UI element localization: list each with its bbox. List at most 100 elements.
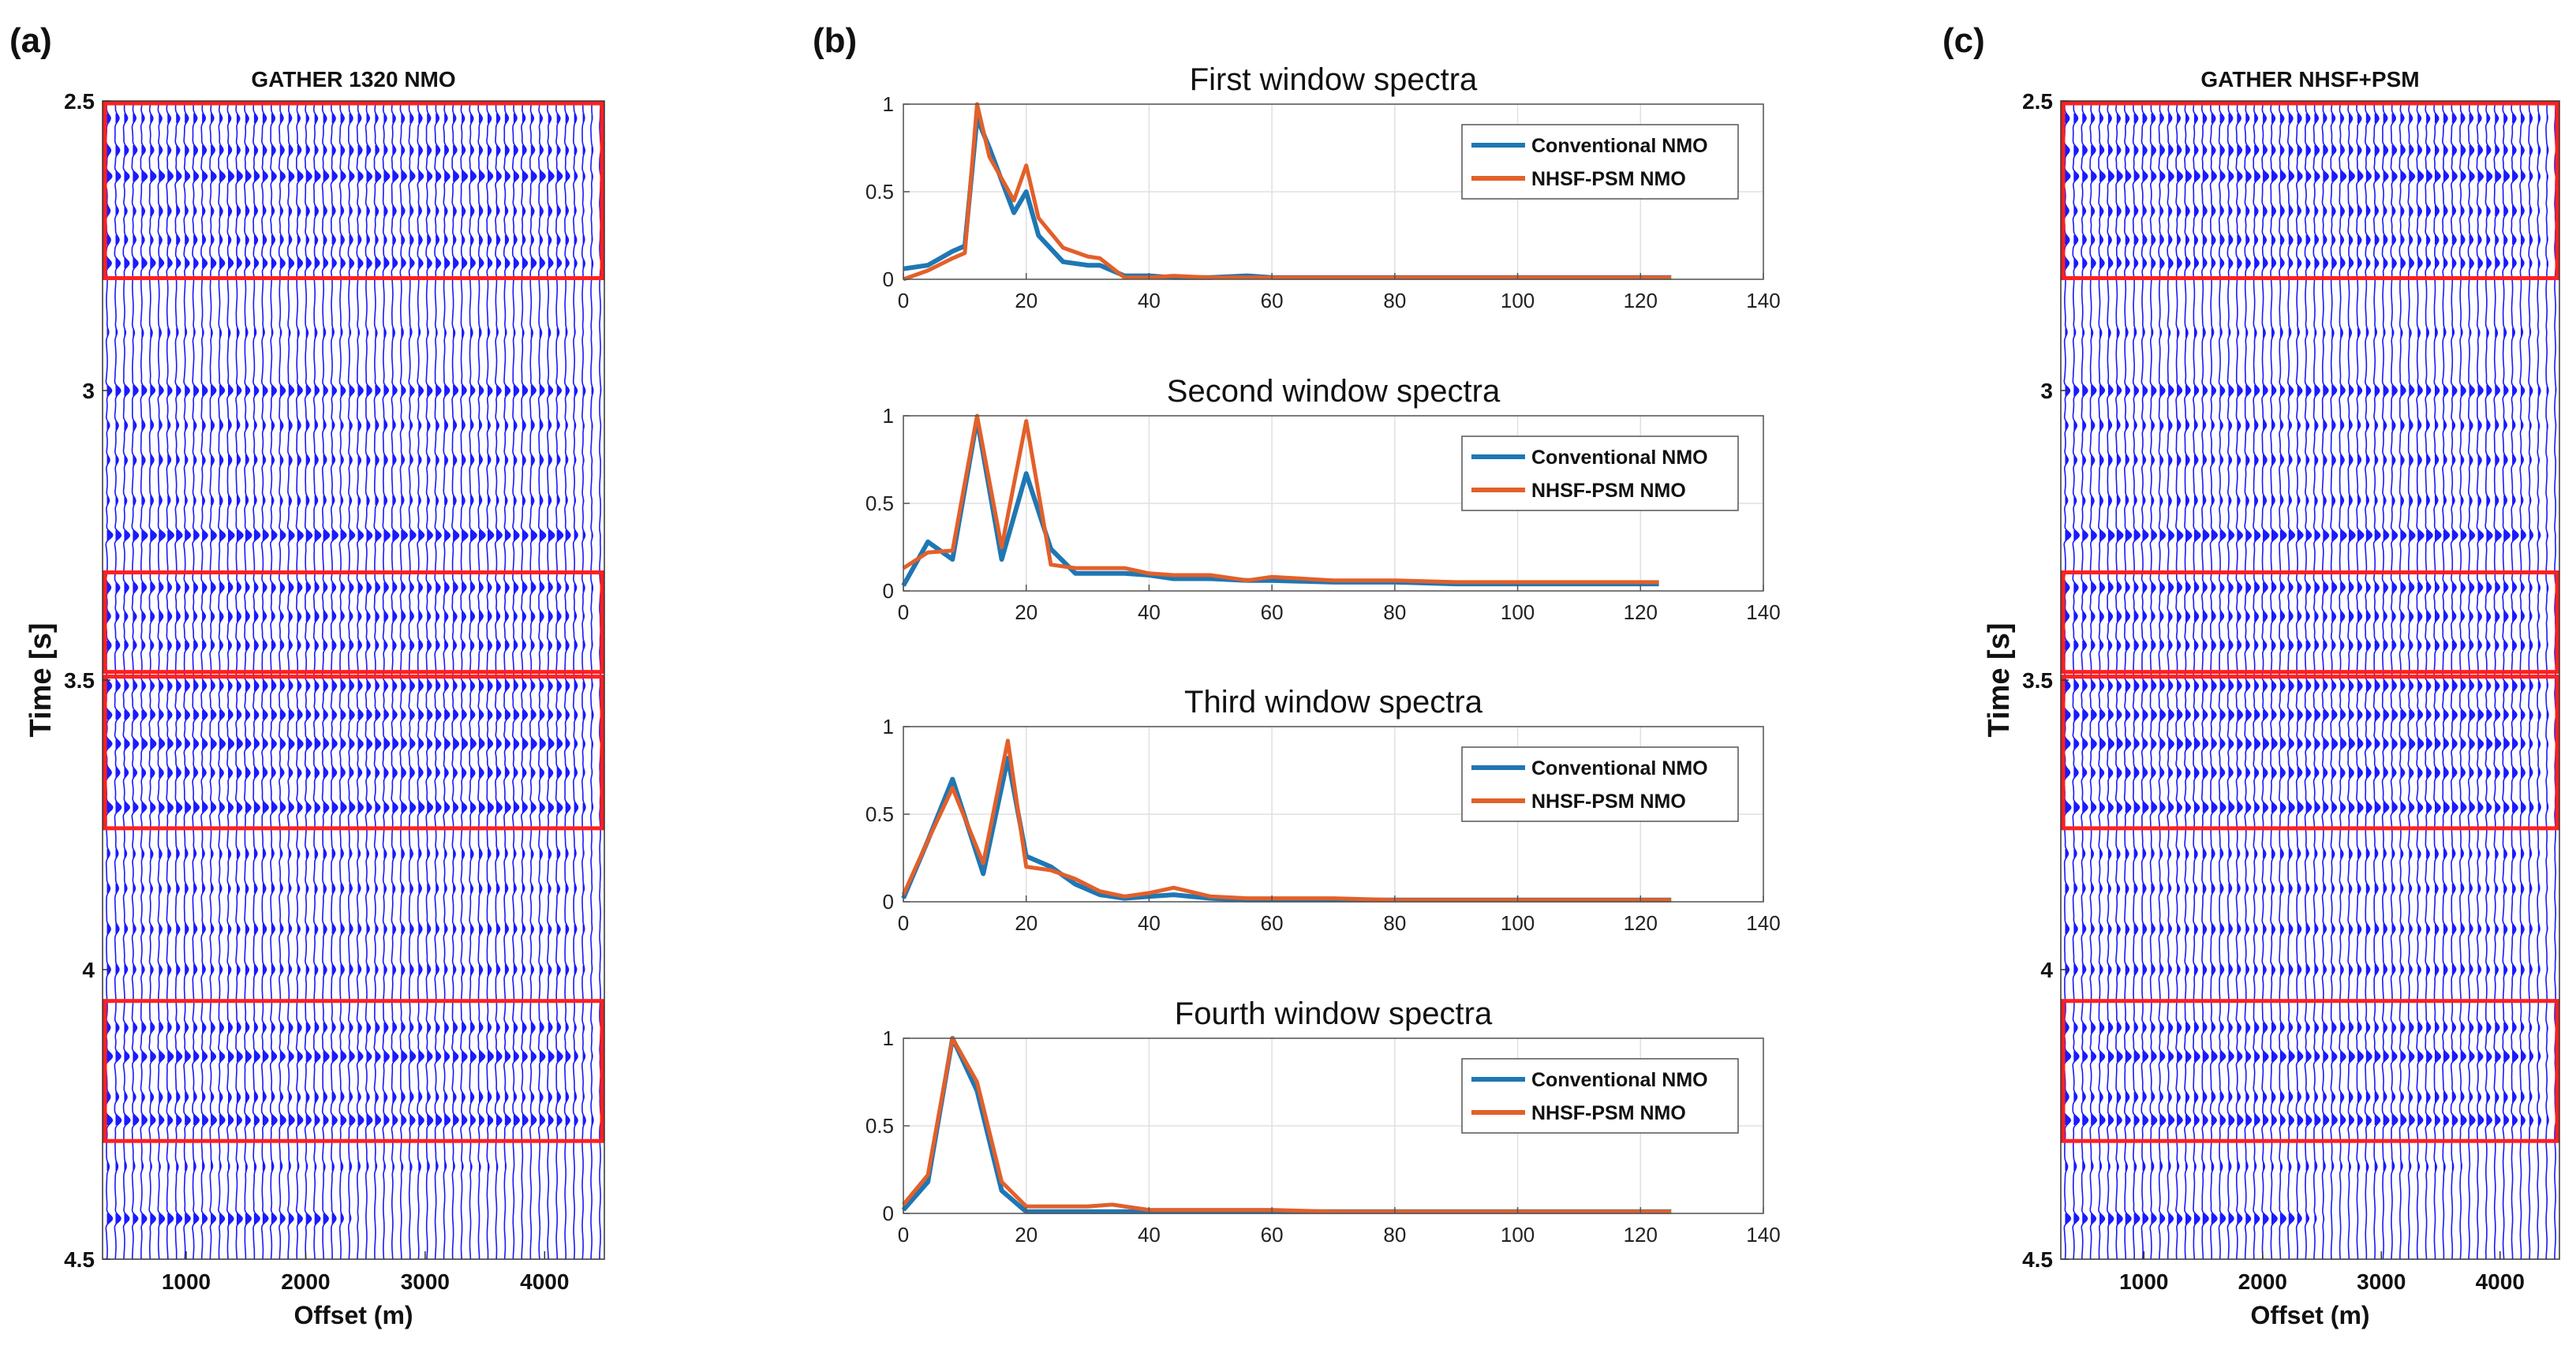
x-tick-label: 1000 bbox=[2119, 1269, 2168, 1294]
gather-trace-fill bbox=[2091, 114, 2097, 1224]
gather-trace bbox=[122, 101, 131, 1259]
gather-trace bbox=[434, 101, 443, 1259]
legend: Conventional NMO NHSF-PSM NMO bbox=[1461, 1058, 1739, 1134]
gather-trace-fill bbox=[444, 114, 451, 1171]
gather-trace-fill bbox=[418, 114, 424, 1171]
gather-traces bbox=[2063, 101, 2557, 1259]
x-tick-label: 20 bbox=[1015, 911, 1038, 935]
gather-trace-fill bbox=[2495, 114, 2501, 1125]
gather-trace-fill bbox=[591, 115, 593, 1125]
x-tick-label: 60 bbox=[1261, 600, 1284, 624]
gather-trace bbox=[408, 101, 417, 1259]
gather-title: GATHER NHSF+PSM bbox=[2200, 67, 2419, 92]
y-tick-label: 0 bbox=[883, 267, 894, 291]
legend: Conventional NMO NHSF-PSM NMO bbox=[1461, 124, 1739, 200]
gather-trace-fill bbox=[2288, 114, 2295, 1224]
gather-trace bbox=[286, 101, 295, 1259]
x-tick-label: 4000 bbox=[520, 1269, 569, 1294]
gather-trace-fill bbox=[2151, 114, 2157, 1224]
gather-trace-fill bbox=[2340, 114, 2346, 1171]
gather-trace-fill bbox=[331, 114, 338, 1224]
gather-trace bbox=[356, 101, 365, 1259]
gather-trace-fill bbox=[357, 114, 364, 1223]
gather-trace bbox=[347, 101, 356, 1259]
gather-trace-fill bbox=[539, 114, 546, 1125]
y-tick-label: 0 bbox=[883, 1202, 894, 1225]
x-tick-label: 120 bbox=[1624, 600, 1658, 624]
gather-trace-fill bbox=[2331, 114, 2338, 1171]
x-tick-label: 40 bbox=[1138, 911, 1161, 935]
gather-trace bbox=[2467, 101, 2476, 1259]
gather-trace bbox=[485, 101, 495, 1259]
x-tick-label: 120 bbox=[1624, 289, 1658, 312]
highlight-window-box bbox=[103, 675, 604, 831]
gather-trace-fill bbox=[548, 114, 555, 1125]
gather-background bbox=[2061, 101, 2559, 1259]
x-tick-label: 100 bbox=[1501, 911, 1535, 935]
gather-trace-fill bbox=[2460, 114, 2467, 1169]
gather-trace-fill bbox=[159, 114, 165, 1224]
y-tick-label: 1 bbox=[883, 715, 894, 738]
gather-trace-fill bbox=[2237, 114, 2243, 1224]
y-tick-label: 0 bbox=[883, 579, 894, 603]
gather-trace-fill bbox=[366, 114, 372, 1171]
highlight-window-box bbox=[2061, 675, 2559, 831]
highlight-window-box bbox=[2061, 101, 2559, 281]
y-tick-label: 1 bbox=[883, 404, 894, 428]
legend-label: NHSF-PSM NMO bbox=[1531, 791, 1686, 813]
gather-trace bbox=[252, 101, 261, 1259]
gather-trace bbox=[192, 101, 200, 1259]
gather-trace-fill bbox=[2503, 114, 2510, 1125]
spectrum-title: Second window spectra bbox=[1167, 374, 1501, 409]
y-tick-label: 3 bbox=[2040, 379, 2053, 403]
gather-trace bbox=[278, 101, 286, 1259]
gather-trace bbox=[2441, 101, 2451, 1259]
gather-trace-fill bbox=[2185, 114, 2192, 1224]
spectrum-title: First window spectra bbox=[1190, 62, 1478, 97]
gather-trace-fill bbox=[2065, 114, 2071, 1224]
series-line-nhsf-psm bbox=[901, 738, 1672, 903]
x-tick-label: 40 bbox=[1138, 289, 1161, 312]
x-tick-label: 100 bbox=[1501, 600, 1535, 624]
gather-trace bbox=[590, 101, 594, 1259]
gather-trace-fill bbox=[582, 114, 585, 1125]
x-tick-label: 3000 bbox=[2357, 1269, 2406, 1294]
gather-trace-fill bbox=[150, 114, 156, 1224]
spectrum-chart-3: Third window spectra 0 20 40 60 80 100 120 140 0 0… bbox=[866, 685, 1781, 935]
x-tick-label: 0 bbox=[898, 600, 909, 624]
gather-trace bbox=[2235, 101, 2244, 1259]
legend: Conventional NMO NHSF-PSM NMO bbox=[1461, 436, 1739, 511]
gather-trace-fill bbox=[2116, 114, 2123, 1224]
gather-trace-fill bbox=[2400, 114, 2406, 1171]
gather-trace-fill bbox=[2082, 114, 2088, 1224]
gather-trace bbox=[2304, 101, 2312, 1259]
x-tick-label: 1000 bbox=[162, 1269, 211, 1294]
x-tick-label: 20 bbox=[1015, 289, 1038, 312]
gather-trace-fill bbox=[211, 114, 217, 1224]
gather-trace bbox=[2167, 101, 2175, 1259]
gather-trace bbox=[2226, 101, 2235, 1259]
gather-trace bbox=[183, 101, 192, 1259]
gather-trace-fill bbox=[522, 114, 529, 1125]
gather-trace-fill bbox=[288, 114, 295, 1224]
x-tick-label: 140 bbox=[1746, 289, 1780, 312]
x-tick-label: 40 bbox=[1138, 1223, 1161, 1247]
gather-trace-fill bbox=[2374, 114, 2381, 1171]
gather-trace-fill bbox=[202, 114, 208, 1224]
gather-trace-fill bbox=[2486, 114, 2492, 1125]
spectrum-chart-4: Fourth window spectra 0 20 40 60 80 100 120 140 0… bbox=[866, 996, 1781, 1247]
highlight-window-box bbox=[2061, 999, 2559, 1143]
gather-trace bbox=[131, 101, 140, 1259]
gather-trace bbox=[503, 101, 511, 1259]
gather-trace-fill bbox=[2245, 114, 2252, 1224]
gather-trace-fill bbox=[2409, 114, 2415, 1171]
gather-trace-fill bbox=[2451, 114, 2458, 1171]
legend-label: Conventional NMO bbox=[1531, 135, 1708, 157]
gather-trace bbox=[425, 101, 434, 1259]
gather-trace bbox=[2321, 101, 2330, 1259]
gather-trace-fill bbox=[2417, 114, 2424, 1171]
gather-trace bbox=[581, 101, 586, 1259]
gather-trace bbox=[114, 101, 122, 1259]
